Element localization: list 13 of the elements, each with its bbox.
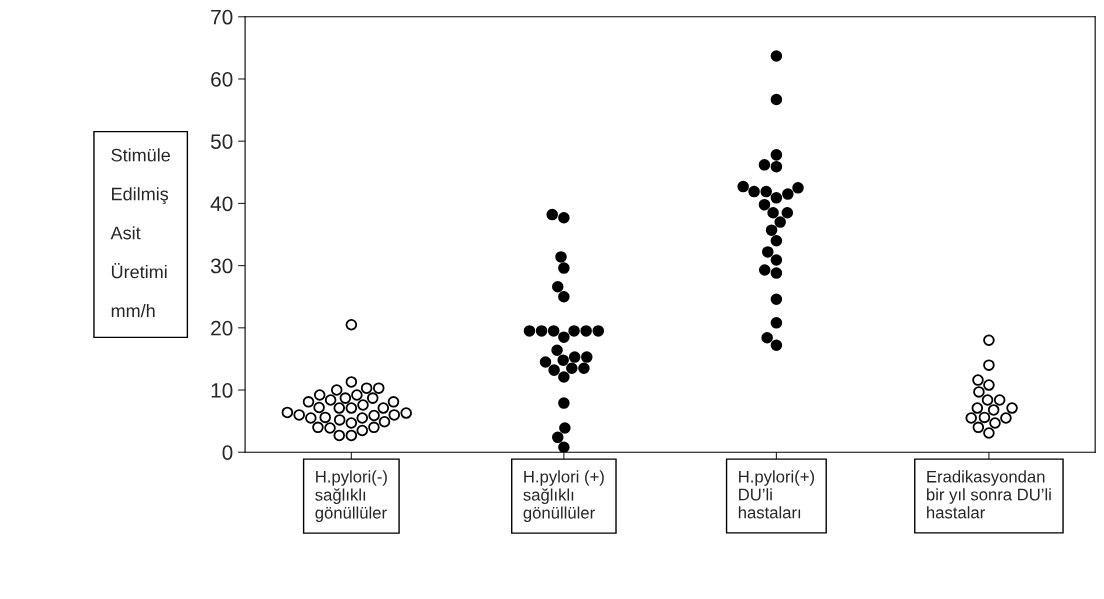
y-tick-label: 20 xyxy=(211,320,233,336)
x-tick-label: Eradikasyondan bir yıl sonra DU’li hastalar xyxy=(927,470,1051,519)
x-tick-label: H.pylori(-) sağlıklı gönüllüler xyxy=(315,470,387,522)
x-tick-label: H.pylori(+) DU’li hastaları xyxy=(738,470,815,519)
x-tick-label: H.pylori (+) sağlıklı gönüllüler xyxy=(523,470,604,522)
y-tick-label: 50 xyxy=(210,134,233,149)
text: Stimüle Edilmiş Asit Üretimi mm/h xyxy=(110,148,170,318)
y-tick-label: 60 xyxy=(211,71,233,87)
y-tick-label: 0 xyxy=(222,445,233,460)
y-tick-label: 40 xyxy=(210,196,233,212)
y-tick-label: 10 xyxy=(211,383,233,398)
y-tick-label: 30 xyxy=(210,258,233,274)
y-tick-label: 70 xyxy=(211,9,233,25)
